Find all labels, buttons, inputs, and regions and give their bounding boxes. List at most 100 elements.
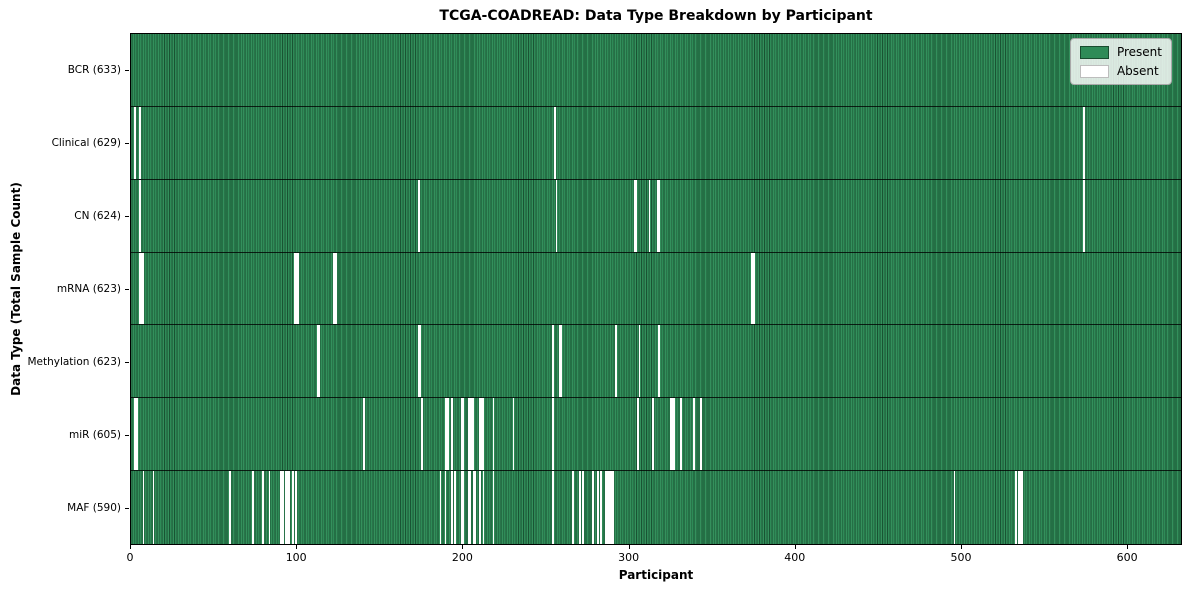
absent-stripe <box>335 252 337 325</box>
absent-stripe <box>560 325 563 398</box>
absent-stripe <box>512 398 515 471</box>
absent-stripe <box>139 179 141 252</box>
absent-stripe <box>671 398 674 471</box>
absent-stripe <box>439 471 442 544</box>
y-tick-label: BCR (633) <box>67 63 121 76</box>
absent-stripe <box>318 325 321 398</box>
absent-stripe <box>605 471 608 544</box>
absent-stripe <box>280 471 282 544</box>
absent-stripe <box>139 106 141 179</box>
x-tick-mark <box>130 545 131 549</box>
absent-stripe <box>467 398 470 471</box>
absent-stripe <box>607 471 609 544</box>
x-tick-label: 500 <box>950 551 972 564</box>
absent-stripe <box>1083 179 1085 252</box>
absent-stripe <box>552 471 554 544</box>
legend: Present Absent <box>1069 38 1172 85</box>
absent-stripe <box>135 398 138 471</box>
y-tick-label: Clinical (629) <box>51 136 121 149</box>
absent-stripe <box>461 471 463 544</box>
absent-stripe <box>680 398 682 471</box>
absent-stripe <box>285 471 287 544</box>
absent-stripe <box>615 325 618 398</box>
absent-stripe <box>252 471 254 544</box>
x-tick-label: 0 <box>126 551 134 564</box>
absent-stripe <box>474 471 477 544</box>
absent-stripe <box>134 106 136 179</box>
x-tick-label: 300 <box>618 551 640 564</box>
absent-stripe <box>612 471 614 544</box>
absent-stripe <box>471 398 473 471</box>
absent-stripe <box>363 398 365 471</box>
row-band-methylation <box>131 325 1181 399</box>
absent-stripe <box>291 471 294 544</box>
row-band-mir <box>131 398 1181 472</box>
absent-stripe <box>288 471 291 544</box>
y-tick-mark <box>125 508 129 509</box>
absent-stripe <box>482 471 485 544</box>
x-tick-mark <box>628 545 630 549</box>
absent-stripe <box>472 471 475 544</box>
row-band-bcr <box>131 34 1181 107</box>
absent-stripe <box>142 252 145 325</box>
absent-stripe <box>670 398 672 471</box>
y-tick-mark <box>125 70 129 71</box>
x-tick-label: 400 <box>784 551 806 564</box>
absent-stripe <box>1021 471 1024 544</box>
absent-stripe <box>578 471 581 544</box>
x-tick-label: 200 <box>451 551 473 564</box>
absent-stripe <box>296 252 299 325</box>
absent-stripe <box>316 325 319 398</box>
absent-stripe <box>482 398 485 471</box>
x-tick-label: 100 <box>285 551 307 564</box>
absent-stripe <box>492 398 495 471</box>
absent-stripe <box>1083 106 1085 179</box>
y-tick-label: mRNA (623) <box>56 283 121 295</box>
legend-item-present: Present <box>1079 45 1162 59</box>
absent-stripe <box>444 398 447 471</box>
absent-stripe <box>472 398 475 471</box>
absent-stripe <box>558 325 561 398</box>
x-tick-mark <box>1127 545 1129 549</box>
absent-stripe <box>461 398 463 471</box>
x-tick-label: 600 <box>1116 551 1138 564</box>
absent-stripe <box>608 471 611 544</box>
absent-stripe <box>451 398 453 471</box>
absent-stripe <box>140 252 143 325</box>
row-band-mrna <box>131 252 1181 326</box>
absent-stripe <box>469 398 472 471</box>
absent-stripe <box>467 471 470 544</box>
absent-stripe <box>479 471 481 544</box>
absent-stripe <box>636 398 639 471</box>
absent-stripe <box>1018 471 1021 544</box>
absent-stripe <box>553 106 556 179</box>
absent-stripe <box>451 471 453 544</box>
absent-stripe <box>446 398 448 471</box>
absent-stripe <box>295 471 297 544</box>
row-band-maf <box>131 471 1181 544</box>
absent-stripe <box>751 252 754 325</box>
absent-stripe <box>699 398 702 471</box>
absent-stripe <box>651 398 654 471</box>
absent-swatch-icon <box>1079 64 1109 78</box>
x-tick-mark <box>794 545 796 549</box>
absent-stripe <box>286 471 289 544</box>
legend-item-absent: Absent <box>1079 64 1162 78</box>
absent-stripe <box>693 398 695 471</box>
absent-stripe <box>139 252 141 325</box>
absent-stripe <box>610 471 613 544</box>
absent-stripe <box>469 471 472 544</box>
absent-stripe <box>293 252 296 325</box>
absent-stripe <box>462 398 465 471</box>
absent-stripe <box>462 471 465 544</box>
y-tick-mark <box>125 289 129 290</box>
y-tick-label: MAF (590) <box>67 502 121 515</box>
absent-stripe <box>268 471 271 544</box>
y-tick-label: miR (605) <box>68 429 121 442</box>
absent-stripe <box>444 471 447 544</box>
y-tick-mark <box>125 216 129 217</box>
legend-present-label: Present <box>1116 45 1162 59</box>
absent-stripe <box>658 325 661 398</box>
row-band-clinical <box>131 106 1181 180</box>
